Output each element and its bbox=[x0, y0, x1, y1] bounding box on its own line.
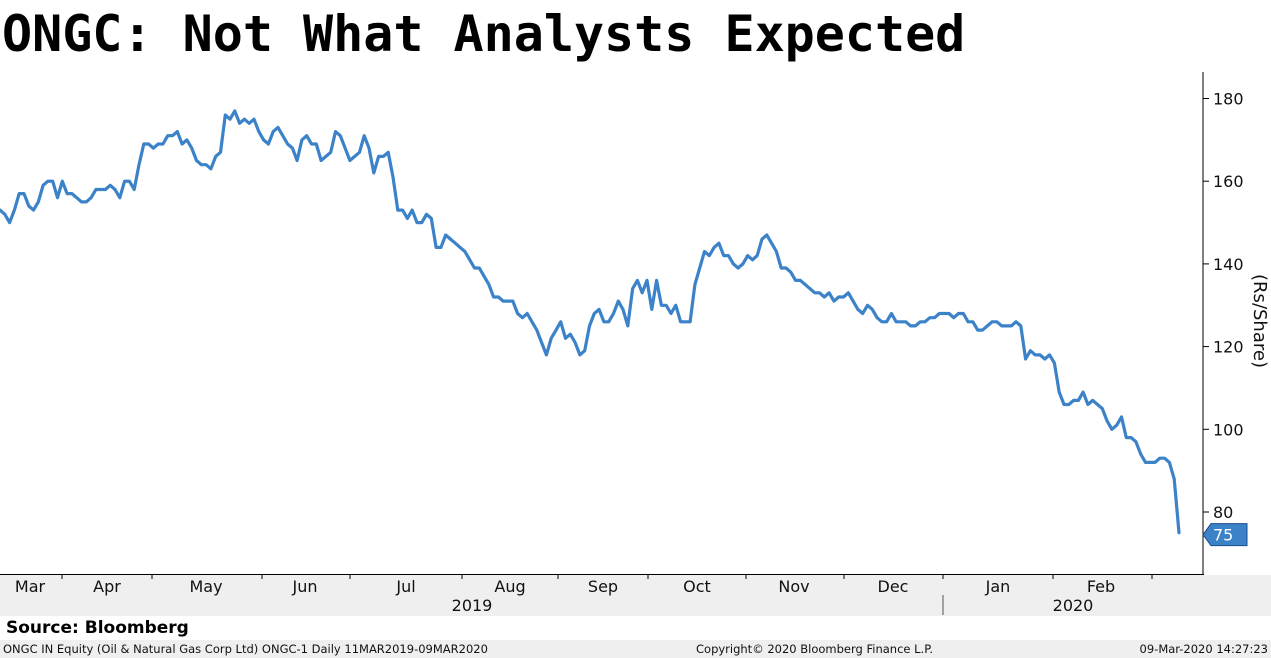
price-line bbox=[0, 109, 1181, 535]
footer-ticker-info: ONGC IN Equity (Oil & Natural Gas Corp L… bbox=[3, 642, 488, 656]
x-tick-label-nov: Nov bbox=[778, 577, 809, 596]
x-tick-label-aug: Aug bbox=[494, 577, 525, 596]
x-tick-label-jan: Jan bbox=[985, 577, 1011, 596]
line-layer bbox=[0, 109, 1181, 535]
x-tick-label-mar: Mar bbox=[15, 577, 46, 596]
year-label-2019: 2019 bbox=[452, 596, 493, 615]
x-tick-label-jun: Jun bbox=[292, 577, 318, 596]
footer-bar: ONGC IN Equity (Oil & Natural Gas Corp L… bbox=[0, 640, 1271, 658]
x-tick-label-jul: Jul bbox=[395, 577, 415, 596]
x-tick-label-may: May bbox=[189, 577, 222, 596]
y-axis-title: (Rs/Share) bbox=[1249, 274, 1270, 368]
source-label: Source: Bloomberg bbox=[6, 618, 189, 638]
axes bbox=[0, 72, 1209, 615]
x-tick-label-sep: Sep bbox=[588, 577, 618, 596]
y-tick-label-140: 140 bbox=[1213, 255, 1244, 274]
y-tick-label-80: 80 bbox=[1213, 503, 1233, 522]
y-tick-label-180: 180 bbox=[1213, 90, 1244, 109]
year-label-2020: 2020 bbox=[1053, 596, 1094, 615]
price-chart: 80 100 120 140 160 180 (Rs/Share) 75 Mar Apr May Ju… bbox=[0, 72, 1270, 616]
x-tick-label-dec: Dec bbox=[878, 577, 909, 596]
labels: 80 100 120 140 160 180 (Rs/Share) 75 Mar Apr May Ju… bbox=[15, 90, 1270, 616]
y-tick-label-160: 160 bbox=[1213, 172, 1244, 191]
chart-title: ONGC: Not What Analysts Expected bbox=[2, 5, 966, 63]
x-axis-band bbox=[0, 575, 1271, 616]
y-tick-label-100: 100 bbox=[1213, 420, 1244, 439]
footer-timestamp: 09-Mar-2020 14:27:23 bbox=[1139, 642, 1268, 656]
y-tick-label-120: 120 bbox=[1213, 338, 1244, 357]
footer-copyright: Copyright© 2020 Bloomberg Finance L.P. bbox=[696, 642, 933, 656]
x-tick-label-oct: Oct bbox=[683, 577, 711, 596]
last-value-label: 75 bbox=[1213, 526, 1233, 545]
last-value-tag bbox=[1202, 523, 1248, 547]
x-tick-label-feb: Feb bbox=[1087, 577, 1115, 596]
x-tick-label-apr: Apr bbox=[93, 577, 121, 596]
